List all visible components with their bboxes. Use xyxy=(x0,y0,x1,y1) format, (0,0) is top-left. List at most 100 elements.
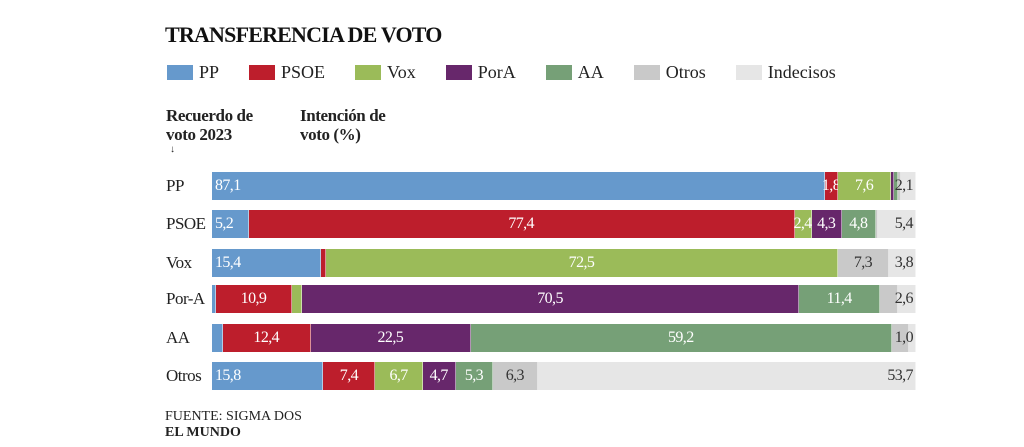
legend-swatch xyxy=(735,65,762,80)
legend-item: PorA xyxy=(445,62,516,83)
bar-segment-pora: 4,3 xyxy=(811,210,842,238)
data-label: 87,1 xyxy=(215,177,241,194)
bar-segment-psoe: 1,8 xyxy=(821,172,841,200)
bar-segment-otros xyxy=(879,285,898,313)
bar-segment-aa: 5,3 xyxy=(455,362,494,390)
data-label: 5,2 xyxy=(215,215,234,232)
bar-segment-indecisos: 2,6 xyxy=(895,285,916,313)
data-label: 7,4 xyxy=(339,367,359,384)
data-label: 4,8 xyxy=(849,215,868,232)
legend-label: Indecisos xyxy=(767,62,836,82)
data-label: 59,2 xyxy=(668,329,694,346)
bar-segment-otros xyxy=(875,210,878,238)
legend-item: Vox xyxy=(355,62,416,83)
data-label: 6,3 xyxy=(505,367,525,384)
bar-row: 5,2 77,4 2,4 4,3 4,8 5,4 xyxy=(212,210,916,238)
bar-segment-indecisos: 1,0 xyxy=(895,324,916,352)
bar-segment-indecisos: 2,1 xyxy=(895,172,916,200)
data-label: 4,3 xyxy=(817,215,836,232)
value-header: Intención de voto (%) xyxy=(300,106,386,144)
bar-segment-aa: 11,4 xyxy=(799,285,880,313)
data-label: 5,3 xyxy=(464,367,484,384)
data-label: 15,8 xyxy=(215,367,241,384)
bar-segment-psoe xyxy=(320,249,327,277)
row-label: Por-A xyxy=(166,289,205,308)
data-label: 72,5 xyxy=(568,254,595,271)
row-label: AA xyxy=(166,328,190,347)
bar-segment-otros: 7,3 xyxy=(837,249,890,277)
data-label: 7,3 xyxy=(853,254,873,271)
bar-segment-psoe: 10,9 xyxy=(215,285,293,313)
bar-row: 87,1 1,8 7,6 2,1 xyxy=(212,172,916,200)
bar-row: 15,4 72,5 7,3 3,8 xyxy=(212,249,916,277)
bar-segment-pora: 70,5 xyxy=(301,285,800,313)
bar-segment-vox: 6,7 xyxy=(375,362,423,390)
data-label: 2,1 xyxy=(894,177,914,194)
legend-label: PP xyxy=(199,62,220,82)
data-label: 15,4 xyxy=(215,254,241,271)
bar-row: 10,9 70,5 11,4 2,6 xyxy=(212,285,916,313)
legend-item: PSOE xyxy=(249,62,325,83)
data-label: 22,5 xyxy=(377,329,404,346)
bar-segment-aa: 59,2 xyxy=(470,324,892,352)
data-label: 4,7 xyxy=(429,367,449,384)
data-label: 53,7 xyxy=(887,367,913,384)
data-label: 77,4 xyxy=(508,215,534,232)
row-label: PSOE xyxy=(166,214,206,233)
chart-title: TRANSFERENCIA DE VOTO xyxy=(165,22,442,47)
legend-label: Otros xyxy=(665,62,706,82)
bar-segment-psoe: 77,4 xyxy=(248,210,795,238)
bar-segment-vox: 7,6 xyxy=(837,172,892,200)
bar-segment-pp: 5,2 xyxy=(212,210,249,238)
source: FUENTE: SIGMA DOS xyxy=(165,409,302,424)
legend-label: PorA xyxy=(477,62,516,82)
bar-segment-pp xyxy=(212,324,223,352)
legend-swatch xyxy=(167,65,193,80)
legend: PP PSOE Vox PorA AA Otros Indecisos xyxy=(167,62,866,83)
data-label: 5,4 xyxy=(894,215,914,232)
arrow-down-icon: ↓ xyxy=(170,144,175,155)
legend-label: PSOE xyxy=(281,62,326,82)
legend-item: PP xyxy=(167,62,219,83)
data-label: 2,4 xyxy=(793,215,813,232)
data-label: 12,4 xyxy=(253,329,280,346)
bar-segment-pora: 4,7 xyxy=(422,362,456,390)
bar-segment-pora: 22,5 xyxy=(310,324,471,352)
bar-segment-aa: 4,8 xyxy=(841,210,876,238)
bar-segment-indecisos: 53,7 xyxy=(537,362,916,390)
bar-segment-otros: 6,3 xyxy=(493,362,538,390)
data-label: 1,0 xyxy=(894,329,914,346)
legend-swatch xyxy=(445,65,472,80)
bar-segment-pp: 15,8 xyxy=(212,362,324,390)
legend-swatch xyxy=(545,65,572,80)
legend-item: AA xyxy=(545,62,604,83)
bar-segment-pp xyxy=(212,285,216,313)
row-label: Vox xyxy=(166,253,192,272)
bar-segment-psoe: 7,4 xyxy=(323,362,376,390)
bar-segment-indecisos: 3,8 xyxy=(889,249,916,277)
legend-item: Indecisos xyxy=(735,62,836,83)
row-header: Recuerdo de voto 2023 xyxy=(166,106,253,144)
row-label: Otros xyxy=(166,366,202,385)
bar-segment-pp: 15,4 xyxy=(212,249,321,277)
bar-segment-vox: 2,4 xyxy=(793,210,813,238)
bar-row: 12,4 22,5 59,2 1,0 xyxy=(212,324,916,352)
bar-segment-otros xyxy=(891,324,909,352)
legend-swatch xyxy=(355,65,382,80)
data-label: 70,5 xyxy=(537,290,563,307)
legend-swatch xyxy=(249,65,276,80)
row-label: PP xyxy=(166,176,184,195)
bar-segment-aa xyxy=(894,172,899,200)
data-label: 3,8 xyxy=(894,254,914,271)
bar-segment-vox xyxy=(292,285,302,313)
data-label: 7,6 xyxy=(854,177,874,194)
bar-segment-indecisos: 5,4 xyxy=(877,210,916,238)
brand-logo: EL MUNDO xyxy=(165,425,241,440)
bar-segment-psoe: 12,4 xyxy=(222,324,311,352)
bar-segment-vox: 72,5 xyxy=(326,249,838,277)
bar-segment-pp: 87,1 xyxy=(212,172,826,200)
data-label: 1,8 xyxy=(821,177,841,194)
bar-row: 15,8 7,4 6,7 4,7 5,3 6,3 53,7 xyxy=(212,362,916,390)
bar-segment-otros xyxy=(898,172,902,200)
legend-label: AA xyxy=(577,62,604,82)
